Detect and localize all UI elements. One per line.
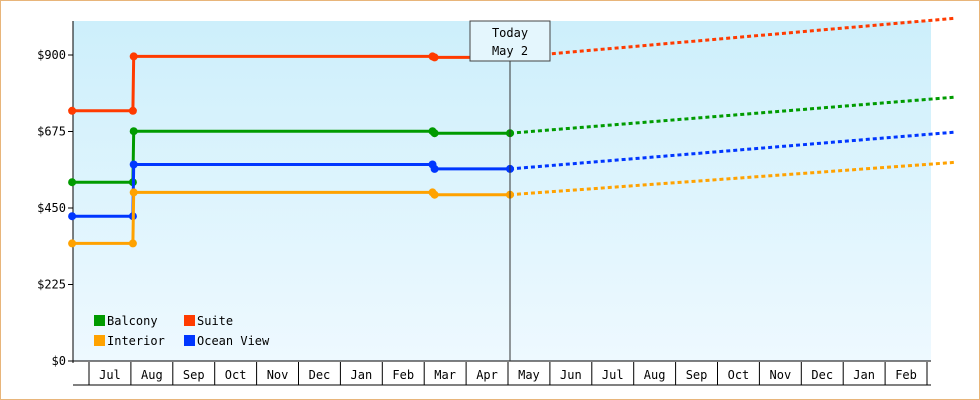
legend-label: Balcony: [107, 314, 158, 328]
month-label: Jul: [602, 368, 624, 382]
series-line-suite: [72, 54, 510, 113]
data-point: [68, 212, 77, 221]
legend-swatch: [184, 335, 195, 346]
series-forecast-suite: [509, 16, 955, 59]
legend-label: Interior: [107, 334, 165, 348]
data-point: [430, 129, 439, 138]
y-tick-label: $450: [37, 201, 66, 215]
month-label: Sep: [686, 368, 708, 382]
y-tick-label: $225: [37, 278, 66, 292]
month-label: Nov: [267, 368, 289, 382]
data-point: [129, 188, 138, 197]
today-label: Today: [492, 26, 528, 40]
today-date: May 2: [492, 44, 528, 58]
month-label: Aug: [141, 368, 163, 382]
data-point: [129, 52, 138, 61]
series-forecast-balcony: [509, 95, 955, 135]
data-point: [68, 106, 77, 115]
data-point: [129, 127, 138, 136]
month-label: Dec: [811, 368, 833, 382]
legend-label: Suite: [197, 314, 233, 328]
month-label: Feb: [895, 368, 917, 382]
month-label: Jun: [560, 368, 582, 382]
month-label: May: [518, 368, 540, 382]
series-forecast-ocean-view: [509, 130, 955, 171]
legend-swatch: [184, 315, 195, 326]
y-tick-label: $900: [37, 48, 66, 62]
month-label: Feb: [392, 368, 414, 382]
y-tick-label: $675: [37, 125, 66, 139]
month-label: Oct: [225, 368, 247, 382]
month-label: Jul: [99, 368, 121, 382]
month-label: Jan: [853, 368, 875, 382]
series-forecast-interior: [509, 160, 955, 197]
data-point: [128, 106, 137, 115]
legend: Balcony Suite Interior Ocean View: [94, 314, 270, 348]
data-point: [68, 239, 77, 248]
data-point: [68, 178, 77, 187]
data-point: [430, 164, 439, 173]
data-point: [430, 53, 439, 62]
month-label: Apr: [476, 368, 498, 382]
data-point: [129, 160, 138, 169]
series-line-balcony: [72, 129, 510, 184]
month-label: Jan: [351, 368, 373, 382]
month-label: Nov: [770, 368, 792, 382]
today-box: [469, 20, 551, 62]
month-label: Mar: [434, 368, 456, 382]
data-point: [128, 239, 137, 248]
legend-swatch: [94, 315, 105, 326]
legend-label: Ocean View: [197, 334, 270, 348]
month-label: Oct: [728, 368, 750, 382]
month-label: Aug: [644, 368, 666, 382]
legend-swatch: [94, 335, 105, 346]
y-tick-label: $0: [52, 354, 66, 368]
series-line-interior: [72, 190, 510, 245]
axes: $0 $225 $450 $675 $900 Jul Aug Sep Oct Nov Dec Jan F…: [37, 21, 931, 386]
series-line-ocean-view: [72, 163, 510, 218]
month-label: Dec: [309, 368, 331, 382]
month-label: Sep: [183, 368, 205, 382]
data-point: [430, 190, 439, 199]
today-marker: Today May 2: [469, 20, 551, 361]
series-layer: [68, 16, 955, 248]
